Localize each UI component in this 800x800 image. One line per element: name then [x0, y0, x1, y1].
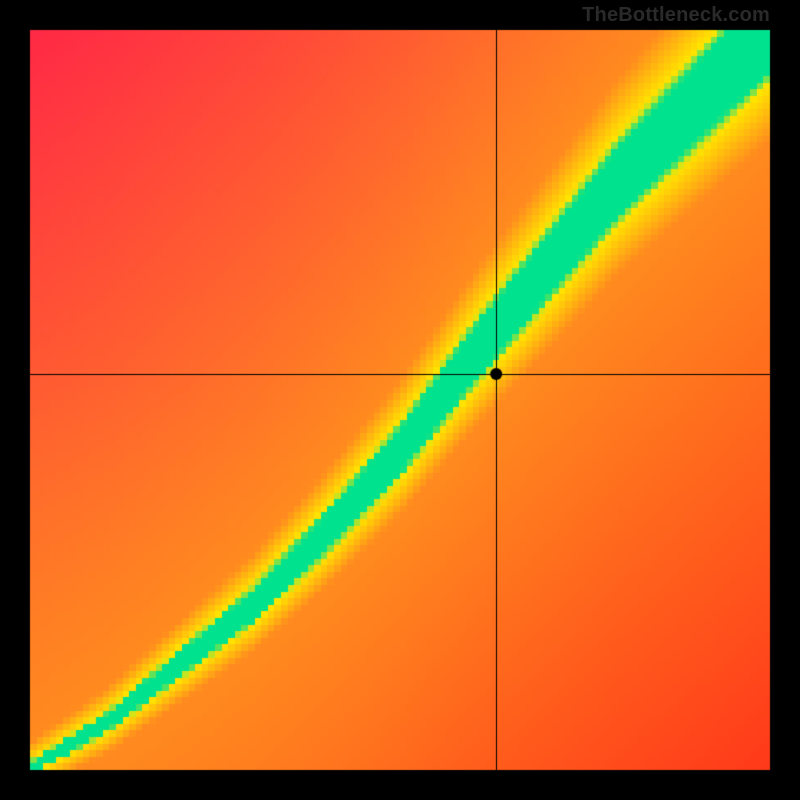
- bottleneck-heatmap: [0, 0, 800, 800]
- watermark-text: TheBottleneck.com: [582, 4, 770, 27]
- chart-container: { "watermark": { "text": "TheBottleneck.…: [0, 0, 800, 800]
